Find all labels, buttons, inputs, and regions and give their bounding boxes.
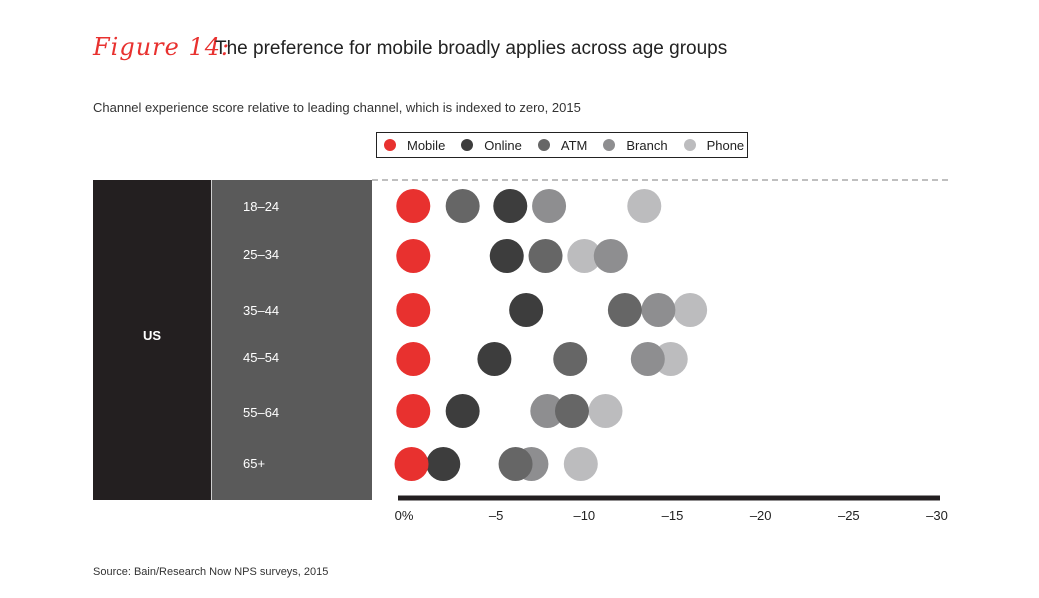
chart-title: The preference for mobile broadly applie… — [215, 38, 728, 59]
dot-atm-3 — [553, 342, 588, 376]
dot-mobile-1 — [396, 239, 431, 273]
dot-mobile-5 — [394, 447, 429, 481]
legend-item-atm: ATM — [537, 137, 588, 153]
dot-mobile-0 — [396, 189, 431, 223]
x-tick-label: –30 — [926, 508, 948, 523]
x-axis-ticks: 0% –5 –10 –15 –20 –25 –30 — [395, 508, 948, 523]
legend-dot-mobile — [384, 139, 396, 151]
dot-mobile-3 — [396, 342, 431, 376]
data-points — [394, 189, 708, 481]
x-tick-label: –25 — [838, 508, 860, 523]
country-band — [93, 180, 211, 500]
dot-phone-4 — [588, 394, 623, 428]
legend-dot-branch — [603, 139, 616, 151]
legend-label-atm: ATM — [560, 137, 588, 153]
dot-branch-0 — [532, 189, 567, 223]
dot-online-1 — [489, 239, 524, 273]
legend-label-branch: Branch — [626, 137, 668, 153]
x-tick-label: –10 — [573, 508, 595, 523]
age-label-55-64: 55–64 — [243, 405, 280, 420]
dot-mobile-4 — [396, 394, 431, 428]
age-label-45-54: 45–54 — [243, 350, 280, 365]
band-divider — [211, 180, 212, 500]
dot-atm-1 — [528, 239, 563, 273]
legend-item-phone: Phone — [683, 137, 745, 153]
age-label-65-plus: 65+ — [243, 456, 266, 471]
dot-phone-5 — [563, 447, 598, 481]
dot-online-2 — [509, 293, 544, 327]
dot-branch-1 — [593, 239, 628, 273]
legend-item-mobile: Mobile — [384, 138, 445, 153]
x-tick-label: –20 — [750, 508, 772, 523]
chart-subtitle: Channel experience score relative to lea… — [93, 100, 581, 115]
age-group-band — [212, 180, 372, 500]
dot-phone-2 — [673, 293, 708, 327]
dot-atm-4 — [554, 394, 589, 428]
legend-dot-phone — [683, 139, 696, 151]
legend-item-branch: Branch — [603, 137, 668, 153]
legend-label-online: Online — [484, 137, 522, 153]
dot-atm-0 — [445, 189, 480, 223]
legend-dot-online — [461, 139, 474, 151]
legend-label-phone: Phone — [706, 137, 745, 153]
figure-label: Figure 14: — [93, 33, 231, 61]
age-label-35-44: 35–44 — [243, 303, 280, 318]
legend-dot-atm — [537, 139, 550, 151]
age-label-25-34: 25–34 — [243, 247, 280, 262]
dot-phone-1 — [567, 239, 602, 273]
country-label: US — [142, 328, 162, 343]
dot-atm-5 — [498, 447, 533, 481]
dot-online-3 — [477, 342, 512, 376]
dot-branch-3 — [630, 342, 665, 376]
dot-branch-2 — [641, 293, 676, 327]
dot-online-4 — [445, 394, 480, 428]
dot-atm-2 — [607, 293, 642, 327]
age-label-18-24: 18–24 — [243, 199, 280, 214]
legend-item-online: Online — [461, 138, 522, 153]
legend-label-mobile: Mobile — [407, 137, 446, 153]
dot-phone-0 — [627, 189, 662, 223]
x-tick-label: 0% — [395, 508, 414, 523]
dot-mobile-2 — [396, 293, 431, 327]
dot-online-0 — [493, 189, 528, 223]
dot-branch-4 — [530, 394, 565, 428]
source-note: Source: Bain/Research Now NPS surveys, 2… — [93, 566, 329, 578]
x-tick-label: –5 — [489, 508, 503, 523]
x-tick-label: –15 — [662, 508, 684, 523]
chart-legend: Mobile Online ATM Branch Phone — [376, 132, 748, 158]
dot-online-5 — [426, 447, 461, 481]
